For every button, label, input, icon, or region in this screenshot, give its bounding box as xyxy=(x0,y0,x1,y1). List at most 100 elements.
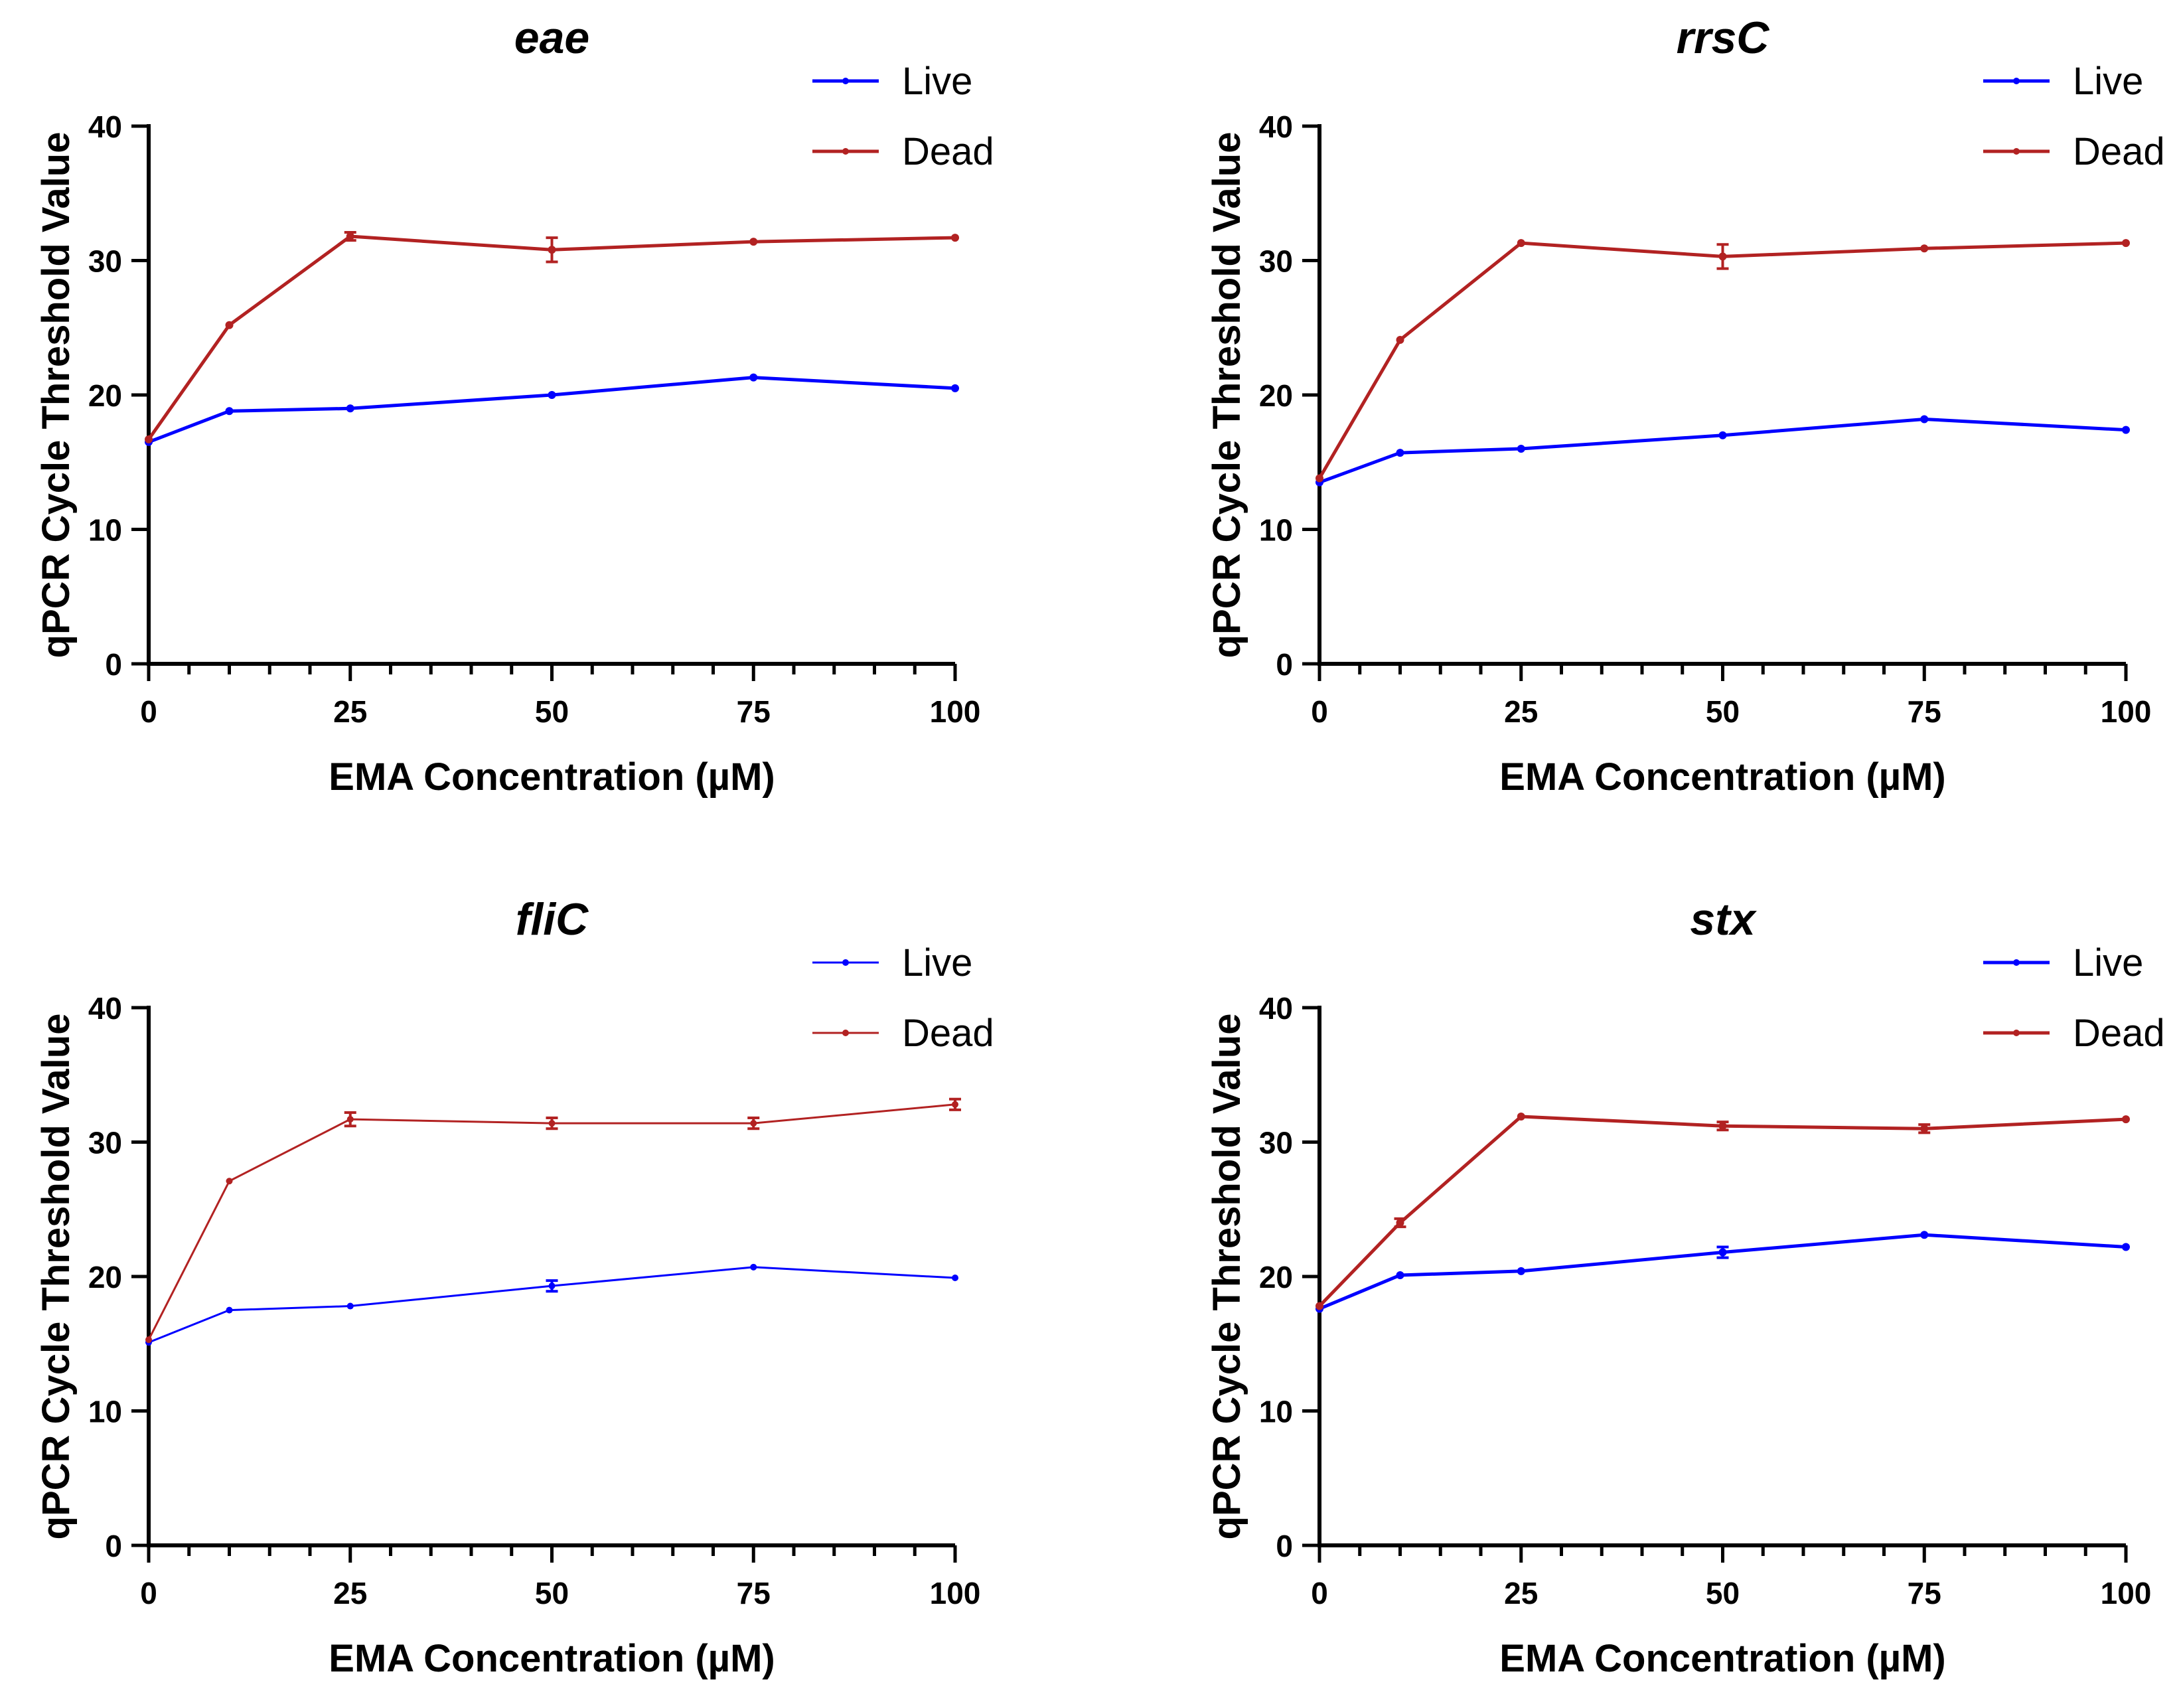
series-dead xyxy=(145,1097,961,1344)
data-point xyxy=(951,234,959,242)
series-line-dead xyxy=(1317,241,2127,479)
y-tick-label: 0 xyxy=(105,647,122,682)
data-point xyxy=(548,1282,556,1290)
x-tick-label: 100 xyxy=(930,694,981,729)
series-live xyxy=(145,1263,958,1346)
x-tick-label: 0 xyxy=(140,1576,157,1610)
chart-panel-fliC: fliC 0 10 20 30 40 0 25 50 75 100 EMA Concentration… xyxy=(35,894,994,1680)
data-point xyxy=(1396,449,1404,457)
series-live xyxy=(1315,1231,2130,1313)
data-point xyxy=(951,384,959,392)
data-point xyxy=(1920,1231,1929,1239)
data-point xyxy=(226,1306,233,1314)
x-tick-label: 0 xyxy=(1311,694,1328,729)
x-tick-label: 75 xyxy=(1908,1576,1941,1610)
x-axis-label: EMA Concentration (µM) xyxy=(1499,1637,1945,1680)
legend-label-dead: Dead xyxy=(2073,1012,2165,1055)
chart-title: stx xyxy=(1690,894,1757,945)
series-line-live xyxy=(148,1266,956,1344)
x-tick-label: 0 xyxy=(1311,1576,1328,1610)
data-point xyxy=(1315,1302,1323,1310)
x-tick-label: 25 xyxy=(1504,1576,1538,1610)
y-tick-label: 40 xyxy=(1259,991,1293,1026)
y-tick-label: 30 xyxy=(88,1126,122,1160)
series-line-live xyxy=(148,376,956,444)
series-line-dead xyxy=(147,234,956,441)
legend-label-dead: Dead xyxy=(902,1012,994,1055)
legend-label-live: Live xyxy=(902,60,972,103)
data-point xyxy=(2122,426,2130,434)
x-tick-label: 25 xyxy=(333,1576,367,1610)
data-point xyxy=(1920,415,1929,424)
y-axis-label: qPCR Cycle Threshold Value xyxy=(1205,132,1248,659)
y-tick-label: 40 xyxy=(88,110,122,144)
data-point xyxy=(749,373,758,382)
legend-label-dead: Dead xyxy=(902,130,994,173)
chart-panel-eae: eae 0 10 20 30 40 0 25 50 75 100 EMA Concentration … xyxy=(35,13,994,799)
data-point xyxy=(225,407,234,416)
y-tick-label: 0 xyxy=(105,1529,122,1563)
data-point xyxy=(346,232,354,241)
legend-label-live: Live xyxy=(902,941,972,984)
x-tick-label: 0 xyxy=(140,694,157,729)
data-point xyxy=(1517,445,1525,453)
legend-marker xyxy=(2013,959,2020,966)
data-point xyxy=(548,1120,556,1127)
data-point xyxy=(548,391,556,399)
data-point xyxy=(2122,1115,2130,1124)
series-live xyxy=(1315,415,2130,487)
data-point xyxy=(1920,1125,1929,1133)
data-point xyxy=(1718,252,1727,261)
y-tick-label: 30 xyxy=(88,244,122,279)
y-tick-label: 10 xyxy=(88,1395,122,1429)
data-point xyxy=(1517,1113,1525,1121)
data-point xyxy=(1517,239,1525,248)
data-point xyxy=(1718,431,1727,439)
x-tick-label: 50 xyxy=(535,1576,569,1610)
series-dead xyxy=(1315,1113,2130,1310)
x-tick-label: 50 xyxy=(535,694,569,729)
chart-title: rrsC xyxy=(1677,13,1770,63)
legend-marker xyxy=(842,78,849,84)
chart-panel-rrsC: rrsC 0 10 20 30 40 0 25 50 75 100 EMA Concentration… xyxy=(1205,13,2165,799)
y-tick-label: 0 xyxy=(1276,647,1293,682)
series-line-live xyxy=(1319,1233,2127,1310)
chart-panel-stx: stx 0 10 20 30 40 0 25 50 75 100 EMA Concentration … xyxy=(1205,894,2165,1680)
y-tick-label: 40 xyxy=(1259,110,1293,144)
x-axis-label: EMA Concentration (µM) xyxy=(329,1637,775,1680)
x-tick-label: 100 xyxy=(2101,1576,2152,1610)
y-tick-label: 20 xyxy=(1259,378,1293,413)
x-tick-label: 25 xyxy=(1504,694,1538,729)
y-tick-label: 40 xyxy=(88,991,122,1026)
data-point xyxy=(1396,1219,1404,1227)
data-point xyxy=(346,1116,354,1123)
chart-title: eae xyxy=(514,13,589,63)
chart-title: fliC xyxy=(516,894,589,945)
y-tick-label: 10 xyxy=(88,513,122,548)
x-tick-label: 75 xyxy=(737,694,771,729)
y-tick-label: 20 xyxy=(1259,1260,1293,1294)
y-axis-label: qPCR Cycle Threshold Value xyxy=(35,132,78,659)
series-line-dead xyxy=(1318,1115,2127,1308)
legend-marker xyxy=(842,148,849,155)
series-live xyxy=(145,373,959,446)
data-point xyxy=(145,435,153,443)
series-dead xyxy=(1315,239,2130,483)
y-tick-label: 30 xyxy=(1259,244,1293,279)
y-tick-label: 30 xyxy=(1259,1126,1293,1160)
x-tick-label: 50 xyxy=(1706,1576,1740,1610)
legend-marker xyxy=(2013,78,2020,84)
y-axis-label: qPCR Cycle Threshold Value xyxy=(35,1014,78,1540)
data-point xyxy=(346,404,354,413)
data-point xyxy=(1718,1248,1727,1257)
data-point xyxy=(225,321,234,329)
data-point xyxy=(1718,1122,1727,1130)
legend-label-dead: Dead xyxy=(2073,130,2165,173)
x-axis-label: EMA Concentration (µM) xyxy=(329,755,775,799)
x-axis-label: EMA Concentration (µM) xyxy=(1499,755,1945,799)
data-point xyxy=(145,1336,152,1344)
data-point xyxy=(952,1275,958,1282)
y-tick-label: 10 xyxy=(1259,1395,1293,1429)
y-axis-label: qPCR Cycle Threshold Value xyxy=(1205,1014,1248,1540)
series-line-dead xyxy=(147,1103,956,1340)
